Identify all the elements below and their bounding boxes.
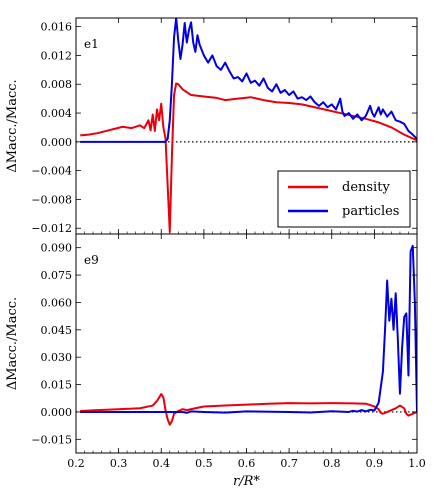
y-axis-label: ΔMacc./Macc. [5,79,20,172]
panel-label: e1 [84,37,99,51]
y-tick-label: −0.012 [31,222,72,235]
plot-area [80,244,417,426]
y-tick-label: 0.075 [41,269,73,282]
y-tick-label: 0.016 [41,21,73,34]
y-tick-label: 0.030 [41,351,73,364]
panel-label: e9 [84,253,99,267]
y-tick-label: 0.008 [41,78,73,91]
series-line-density [80,393,417,426]
y-tick-label: 0.090 [41,242,73,255]
x-axis-label: r/R* [233,474,260,489]
x-tick-label: 1.0 [408,457,426,470]
series-line-particles [80,244,417,414]
y-tick-label: −0.004 [31,165,72,178]
y-axis-label: ΔMacc./Macc. [5,297,20,390]
y-tick-label: 0.015 [41,379,73,392]
legend: density particles [277,170,411,228]
y-tick-label: 0.045 [41,324,73,337]
legend-box [277,170,411,228]
y-tick-label: 0.060 [41,296,73,309]
y-tick-label: −0.015 [31,433,72,446]
x-tick-label: 0.7 [280,457,298,470]
y-tick-label: 0.004 [41,107,73,120]
axes-frame [75,233,418,454]
y-tick-label: 0.012 [41,49,73,62]
x-tick-label: 0.5 [195,457,213,470]
panel-e9: 0.2 0.3 0.4 0.5 0.6 0.7 0.8 0.9 1.0 −0.015 0.000 0.… [5,233,426,489]
y-tick-label: 0.000 [41,406,73,419]
plot-area [80,18,417,233]
legend-label-particles: particles [342,204,399,219]
series-line-density [80,82,417,233]
x-tick-label: 0.8 [323,457,341,470]
series-line-particles [80,18,417,143]
legend-label-density: density [342,180,390,195]
y-tick-label: −0.008 [31,193,72,206]
x-tick-label: 0.2 [67,457,85,470]
x-tick-label: 0.6 [238,457,256,470]
x-tick-label: 0.3 [110,457,128,470]
panel-e1: −0.012 −0.008 −0.004 0.000 0.004 0.008 0.012 0.… [5,17,418,235]
y-tick-label: 0.000 [41,136,73,149]
x-tick-label: 0.4 [153,457,171,470]
x-tick-label: 0.9 [366,457,384,470]
